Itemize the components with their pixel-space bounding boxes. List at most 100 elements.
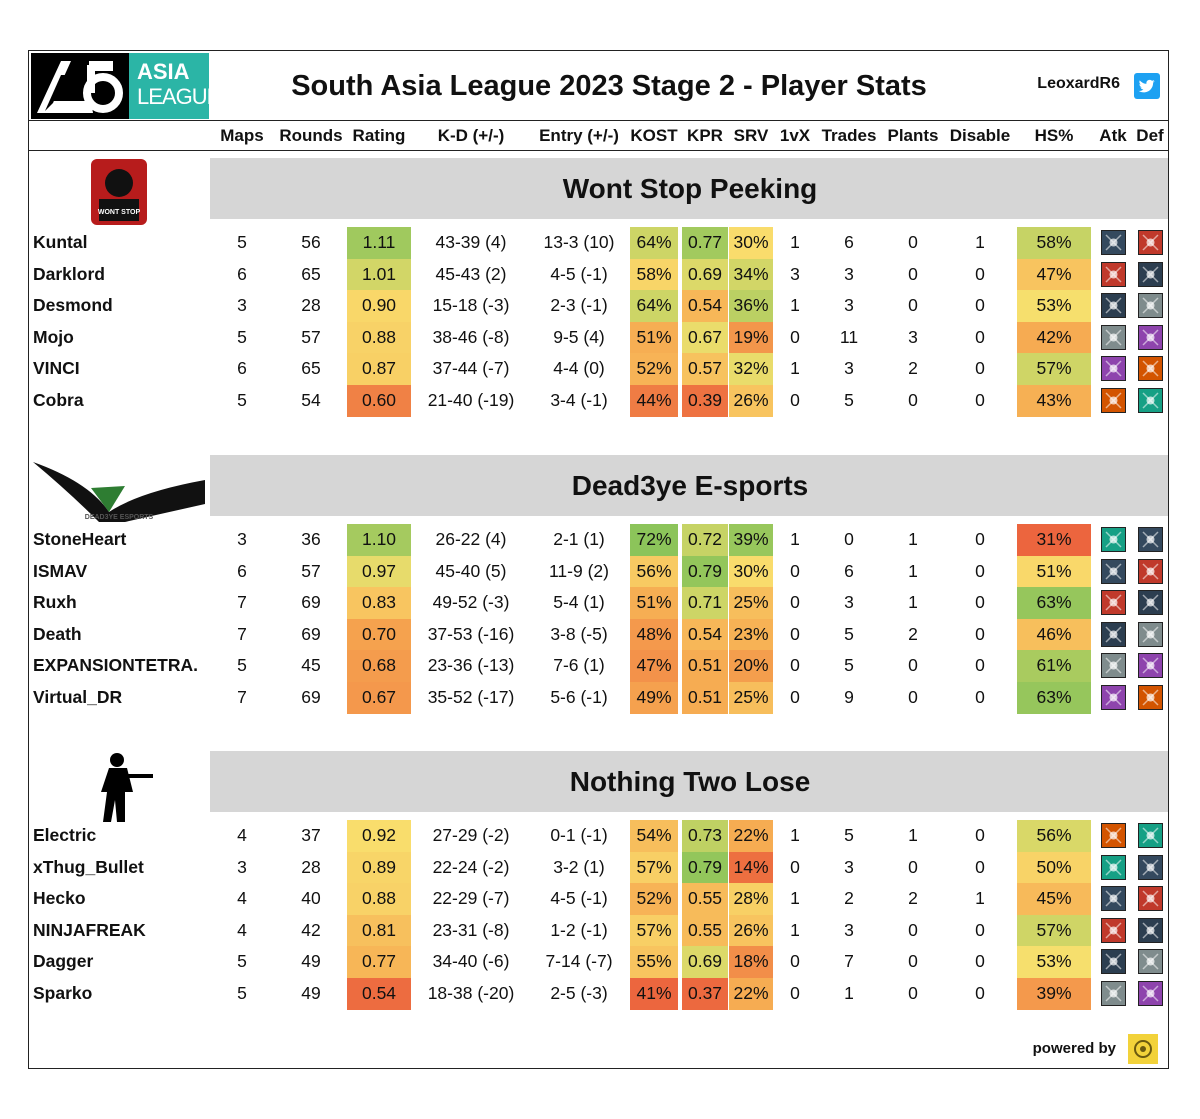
stat-entry: 2-5 (-3) — [550, 983, 608, 1003]
page-title: South Asia League 2023 Stage 2 - Player … — [291, 70, 927, 102]
column-header-row: Maps Rounds Rating K-D (+/-) Entry (+/-) KOST… — [29, 121, 1168, 151]
stat-kost: 54% — [630, 820, 678, 852]
stat-srv: 14% — [729, 851, 773, 884]
stat-kd: 49-52 (-3) — [432, 592, 510, 613]
stat-rating: 0.87 — [347, 353, 411, 385]
stat-kost: 44% — [630, 385, 678, 417]
player-name: Desmond — [33, 295, 113, 316]
powered-by-label: powered by — [1032, 1040, 1116, 1057]
stat-plants: 1 — [908, 592, 918, 613]
stat-disable: 1 — [975, 232, 985, 252]
stat-onevx: 1 — [790, 919, 800, 940]
stat-kost: 51% — [630, 587, 678, 619]
stat-rating: 0.89 — [347, 851, 411, 884]
player-name: Virtual_DR — [33, 687, 123, 707]
stat-entry: 5-6 (-1) — [550, 687, 608, 707]
stat-rounds: 40 — [301, 888, 321, 909]
stat-srv: 30% — [729, 555, 773, 588]
twitter-handle[interactable]: LeoxardR6 — [1037, 75, 1120, 92]
stat-entry: 3-4 (-1) — [550, 390, 608, 410]
column-header: Atk — [1099, 126, 1127, 145]
player-name: VINCI — [33, 358, 80, 379]
player-name: EXPANSIONTETRA. — [33, 655, 198, 676]
column-header: Trades — [821, 126, 877, 145]
stat-kd: 18-38 (-20) — [427, 983, 515, 1003]
player-name: Kuntal — [33, 232, 88, 252]
stat-srv: 22% — [729, 978, 773, 1010]
stat-plants: 2 — [908, 358, 918, 379]
defender-operator-icon — [1138, 823, 1163, 848]
stat-rating: 0.97 — [347, 555, 411, 588]
provider-logo-icon — [1128, 1034, 1158, 1064]
stat-kd: 23-31 (-8) — [432, 919, 510, 940]
stat-srv: 34% — [729, 258, 773, 291]
player-row: StoneHeart 3 36 1.10 26-22 (4) 2-1 (1) 72% 0.72… — [29, 524, 1168, 556]
stat-plants: 1 — [908, 825, 918, 845]
stat-trades: 6 — [844, 232, 854, 252]
stat-rating: 0.88 — [347, 321, 411, 354]
attacker-operator-icon — [1101, 886, 1126, 912]
stat-onevx: 1 — [790, 825, 800, 845]
attacker-operator-icon — [1101, 854, 1126, 880]
stat-trades: 6 — [844, 560, 854, 581]
stat-kost: 64% — [630, 290, 678, 322]
stat-kd: 15-18 (-3) — [432, 295, 510, 316]
stat-onevx: 0 — [790, 983, 800, 1003]
stat-srv: 25% — [729, 587, 773, 619]
stat-trades: 11 — [839, 326, 859, 347]
stat-onevx: 3 — [790, 263, 800, 284]
stat-entry: 3-8 (-5) — [550, 623, 608, 644]
attacker-operator-icon — [1101, 621, 1126, 647]
player-row: Electric 4 37 0.92 27-29 (-2) 0-1 (-1) 54% 0.73… — [29, 820, 1168, 852]
stat-onevx: 0 — [790, 687, 800, 707]
stat-srv: 18% — [729, 946, 773, 978]
team-logo-text: DEAD3YE ESPORTS — [84, 514, 154, 521]
stat-rounds: 28 — [301, 856, 321, 877]
stat-plants: 1 — [908, 560, 918, 581]
defender-operator-icon — [1138, 558, 1163, 584]
asia-league-badge: ASIA LEAGUE — [129, 53, 221, 119]
stat-rating: 0.92 — [347, 820, 411, 852]
stat-srv: 36% — [729, 290, 773, 322]
stat-srv: 39% — [729, 524, 773, 556]
stat-rounds: 69 — [301, 592, 321, 613]
twitter-icon[interactable] — [1134, 73, 1160, 99]
stat-onevx: 1 — [790, 888, 800, 909]
stat-hs: 57% — [1017, 914, 1091, 947]
stat-srv: 22% — [729, 820, 773, 852]
stat-disable: 0 — [975, 655, 985, 676]
stat-maps: 6 — [237, 560, 247, 581]
team-logo: WONT STOP — [29, 155, 209, 237]
stat-plants: 0 — [908, 655, 918, 676]
stat-rounds: 37 — [301, 825, 321, 845]
column-header: Maps — [220, 126, 264, 145]
player-row: VINCI 6 65 0.87 37-44 (-7) 4-4 (0) 52% 0.57 32% 1… — [29, 353, 1168, 385]
stat-kpr: 0.51 — [682, 682, 728, 714]
defender-operator-icon — [1138, 886, 1163, 912]
attacker-operator-icon — [1101, 527, 1126, 552]
defender-operator-icon — [1138, 356, 1163, 382]
stat-trades: 5 — [844, 390, 854, 410]
stat-plants: 3 — [908, 326, 918, 347]
stat-entry: 2-3 (-1) — [550, 295, 608, 316]
column-header: Disable — [949, 126, 1011, 145]
stat-plants: 0 — [908, 263, 918, 284]
attacker-operator-icon — [1101, 590, 1126, 616]
stat-disable: 0 — [975, 390, 985, 410]
stat-kost: 49% — [630, 682, 678, 714]
stat-entry: 3-2 (1) — [553, 856, 605, 877]
stat-entry: 7-14 (-7) — [545, 951, 613, 972]
stat-hs: 42% — [1017, 321, 1091, 354]
player-name: Ruxh — [33, 592, 77, 613]
stat-rounds: 65 — [301, 358, 321, 379]
stat-rounds: 57 — [301, 560, 321, 581]
stat-onevx: 0 — [790, 560, 800, 581]
stat-disable: 0 — [975, 951, 985, 972]
stat-maps: 7 — [237, 592, 247, 613]
stat-plants: 1 — [908, 529, 918, 549]
column-header: 1vX — [779, 126, 811, 145]
stat-kpr: 0.77 — [682, 227, 728, 259]
stat-hs: 31% — [1017, 524, 1091, 556]
stat-kpr: 0.57 — [682, 353, 728, 385]
stat-kost: 72% — [630, 524, 678, 556]
